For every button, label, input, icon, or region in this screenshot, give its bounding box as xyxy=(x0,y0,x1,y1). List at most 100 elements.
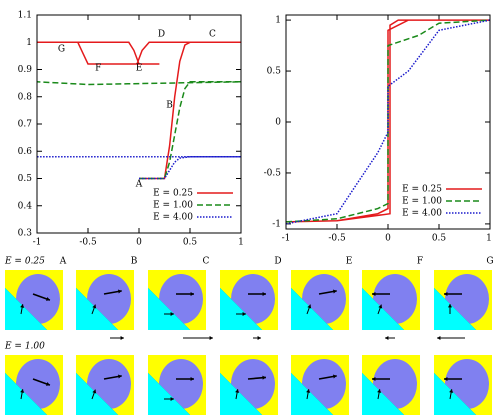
column-label: C xyxy=(203,257,210,267)
x-tick-label: -0.5 xyxy=(328,234,346,244)
arrow-head xyxy=(92,389,97,394)
cyan-clip xyxy=(147,372,191,415)
y-tick-label: 1 xyxy=(26,38,32,48)
column-label: A xyxy=(59,257,67,267)
annotation: D xyxy=(158,30,165,40)
annotation: B xyxy=(166,100,173,110)
annotation: A xyxy=(135,179,143,189)
arrow-head xyxy=(378,304,383,309)
arrow-head xyxy=(170,311,174,317)
cyan-clip xyxy=(433,287,477,331)
plot-frame xyxy=(36,14,242,234)
cyan-clip xyxy=(4,287,48,331)
y-tick-label: 1.1 xyxy=(18,11,32,21)
annotation: C xyxy=(209,30,216,40)
arrow-head xyxy=(306,389,311,393)
cyan-clip xyxy=(147,287,191,331)
column-label: F xyxy=(417,257,423,267)
arrow-head xyxy=(45,297,50,301)
x-tick-label: -1 xyxy=(282,234,291,244)
cyan-clip xyxy=(219,372,263,415)
arrow-head xyxy=(444,291,448,297)
cyan-clip xyxy=(75,372,119,415)
series-line xyxy=(285,19,491,225)
x-tick-label: 1 xyxy=(486,234,492,244)
arrow-head xyxy=(257,335,261,341)
arrow-head xyxy=(262,375,266,380)
arrow-head xyxy=(117,289,122,294)
y-tick-label: 0.5 xyxy=(267,67,282,77)
cyan-clip xyxy=(361,372,405,415)
y-tick-label: 1 xyxy=(275,16,281,26)
cyan-clip xyxy=(219,287,263,331)
y-tick-label: 0.3 xyxy=(18,229,33,239)
arrow-head xyxy=(449,389,454,393)
y-tick-label: 0.7 xyxy=(18,120,33,130)
y-tick-label: 0 xyxy=(275,118,281,128)
y-tick-label: 0.9 xyxy=(18,65,33,75)
arrow-head xyxy=(377,389,382,393)
x-tick-label: 1 xyxy=(238,238,244,248)
arrow-head xyxy=(262,291,266,297)
series-line xyxy=(285,19,491,223)
arrow-head xyxy=(120,335,124,341)
legend-label: E = 4.00 xyxy=(402,209,442,219)
y-tick-label: 0.6 xyxy=(18,147,33,157)
annotation: E xyxy=(136,64,143,74)
arrow-head xyxy=(444,376,448,382)
arrow-head xyxy=(117,374,122,379)
legend-label: E = 0.25 xyxy=(153,189,193,199)
series-line xyxy=(37,155,241,180)
x-tick-label: -1 xyxy=(33,238,42,248)
cyan-clip xyxy=(361,287,405,331)
legend-label: E = 4.00 xyxy=(153,213,193,223)
arrow-head xyxy=(45,382,50,386)
arrow-head xyxy=(170,396,174,402)
annotation: F xyxy=(95,64,101,74)
series-line xyxy=(36,81,242,180)
arrow-head xyxy=(235,389,240,393)
legend-label: E = 0.25 xyxy=(402,185,442,195)
y-tick-label: -1 xyxy=(272,219,281,229)
annotation: G xyxy=(58,45,65,55)
arrow-head xyxy=(209,335,213,341)
arrow-head xyxy=(437,335,441,341)
arrow-head xyxy=(20,304,25,308)
column-label: D xyxy=(274,257,281,267)
cyan-clip xyxy=(290,287,334,331)
cyan-clip xyxy=(290,372,334,415)
legend-label: E = 1.00 xyxy=(153,201,193,211)
arrow-head xyxy=(332,289,337,294)
row-label: E = 0.25 xyxy=(4,257,45,267)
arrow-head xyxy=(372,376,376,382)
y-tick-label: 0.4 xyxy=(18,201,33,211)
arrow-head xyxy=(20,389,25,393)
arrow-head xyxy=(385,335,389,341)
arrow-head xyxy=(447,304,453,308)
x-tick-label: 0 xyxy=(385,234,391,244)
cyan-clip xyxy=(75,287,119,331)
arrow-head xyxy=(190,291,194,297)
arrow-head xyxy=(92,304,97,309)
x-tick-label: 0 xyxy=(136,238,142,248)
cyan-clip xyxy=(4,372,48,415)
arrow-head xyxy=(242,311,246,317)
arrow-head xyxy=(307,304,312,309)
y-tick-label: 0.5 xyxy=(18,174,33,184)
row-label: E = 1.00 xyxy=(4,342,45,352)
column-label: G xyxy=(486,257,493,267)
arrow-head xyxy=(190,376,194,382)
legend-label: E = 1.00 xyxy=(402,197,442,207)
arrow-head xyxy=(332,374,337,379)
x-tick-label: 0.5 xyxy=(183,238,198,248)
y-tick-label: 0.8 xyxy=(18,92,33,102)
x-tick-label: 0.5 xyxy=(432,234,447,244)
series-line xyxy=(37,41,241,180)
y-tick-label: -0.5 xyxy=(264,168,282,178)
arrow-head xyxy=(372,291,376,297)
cyan-clip xyxy=(433,372,477,415)
x-tick-label: -0.5 xyxy=(79,238,97,248)
plot-frame xyxy=(285,14,491,230)
series-line xyxy=(285,19,490,223)
